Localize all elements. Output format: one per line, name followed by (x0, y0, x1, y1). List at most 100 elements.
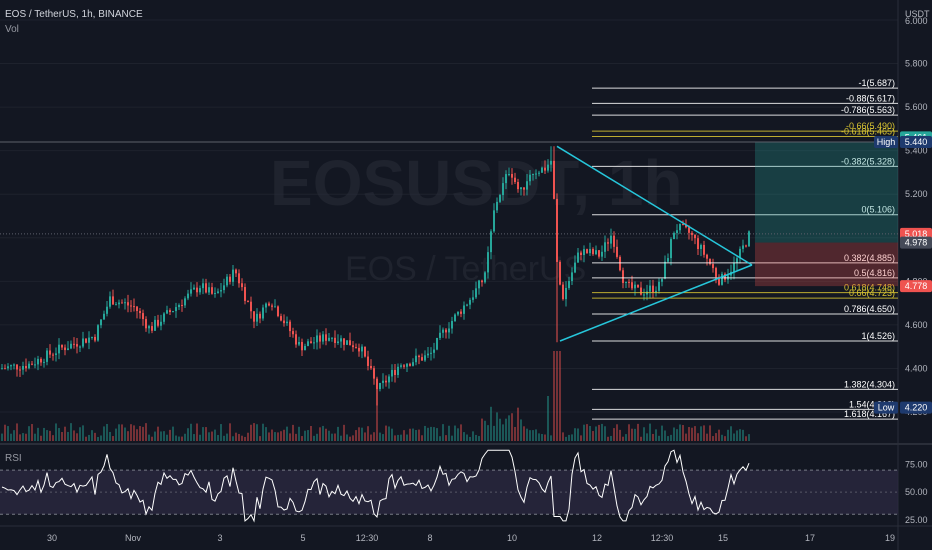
volume-bar (385, 425, 387, 441)
candle-body (685, 225, 687, 228)
volume-bar (652, 433, 654, 441)
candle-body (445, 329, 447, 333)
volume-bar (718, 429, 720, 441)
candle-body (385, 380, 387, 383)
volume-bar (31, 424, 33, 441)
volume-bar (571, 434, 573, 441)
volume-bar (22, 433, 24, 441)
volume-bar (190, 423, 192, 441)
volume-bar (748, 434, 750, 441)
candle-body (175, 307, 177, 312)
volume-bar (439, 436, 441, 441)
candle-body (7, 366, 9, 369)
volume-bar (412, 428, 414, 441)
candle-body (514, 177, 516, 183)
volume-bar (649, 423, 651, 441)
volume-bar (343, 424, 345, 441)
volume-bar (208, 432, 210, 441)
volume-bar (166, 434, 168, 441)
candle-body (433, 349, 435, 353)
candle-body (346, 340, 348, 345)
candle-body (211, 287, 213, 294)
price-marker-label: 5.018 (905, 229, 928, 239)
volume-bar (175, 435, 177, 441)
fib-level-label: -1(5.687) (858, 78, 895, 88)
candle-body (484, 272, 486, 283)
candle-body (325, 334, 327, 341)
candle-body (277, 306, 279, 317)
candle-body (415, 355, 417, 363)
volume-bar (238, 433, 240, 441)
price-tick: 5.400 (905, 146, 928, 156)
candle-body (364, 346, 366, 357)
candle-body (82, 338, 84, 347)
volume-bar (283, 429, 285, 441)
position-profit-zone (755, 141, 898, 243)
volume-bar (643, 427, 645, 441)
volume-bar (466, 434, 468, 441)
candle-body (235, 269, 237, 274)
candle-body (340, 338, 342, 342)
candle-body (124, 302, 126, 304)
volume-indicator-label[interactable]: Vol (5, 24, 19, 35)
fib-level-label: 0(5.106) (861, 205, 895, 215)
rsi-indicator-label[interactable]: RSI (5, 453, 22, 464)
candle-body (223, 285, 225, 291)
volume-bar (427, 427, 429, 441)
candle-body (196, 287, 198, 293)
volume-bar (502, 424, 504, 441)
triangle-lower-line (559, 264, 753, 342)
candle-body (523, 187, 525, 190)
watermark-pair: EOS / TetherUS (345, 250, 586, 288)
volume-bar (598, 424, 600, 441)
candle-body (616, 246, 618, 257)
time-tick: 10 (507, 533, 517, 543)
candle-body (526, 181, 528, 190)
volume-bar (73, 430, 75, 441)
volume-bar (250, 424, 252, 441)
candle-body (40, 358, 42, 363)
volume-bar (187, 428, 189, 441)
volume-bar (112, 436, 114, 441)
volume-bar (664, 430, 666, 441)
symbol-title[interactable]: EOS / TetherUS, 1h, BINANCE (5, 9, 143, 20)
candle-body (388, 376, 390, 383)
volume-bar (448, 425, 450, 441)
volume-bar (496, 412, 498, 441)
candle-body (517, 182, 519, 190)
volume-bar (364, 432, 366, 441)
time-tick: 17 (805, 533, 815, 543)
candle-body (499, 195, 501, 202)
candle-body (265, 303, 267, 308)
volume-bar (370, 434, 372, 441)
candle-body (292, 331, 294, 335)
candle-body (169, 310, 171, 312)
volume-bar (487, 425, 489, 441)
candle-body (592, 248, 594, 255)
time-tick: 30 (47, 533, 57, 543)
volume-bar (538, 433, 540, 441)
candle-body (676, 230, 678, 234)
volume-bar (16, 423, 18, 441)
volume-bar (184, 433, 186, 441)
volume-bar (49, 430, 51, 441)
volume-bar (478, 436, 480, 441)
candle-body (319, 335, 321, 342)
price-marker-tag-label: High (877, 137, 896, 147)
volume-bar (388, 426, 390, 441)
candle-body (247, 300, 249, 302)
volume-bar (547, 396, 549, 441)
volume-bar (517, 407, 519, 441)
candle-body (70, 343, 72, 349)
volume-bar (229, 423, 231, 441)
candle-body (253, 311, 255, 322)
volume-bar (286, 426, 288, 441)
candle-body (589, 248, 591, 254)
volume-bar (589, 425, 591, 441)
volume-bar (736, 430, 738, 441)
volume-bar (673, 427, 675, 441)
candle-body (712, 264, 714, 269)
volume-bar (172, 426, 174, 441)
candle-body (286, 321, 288, 324)
